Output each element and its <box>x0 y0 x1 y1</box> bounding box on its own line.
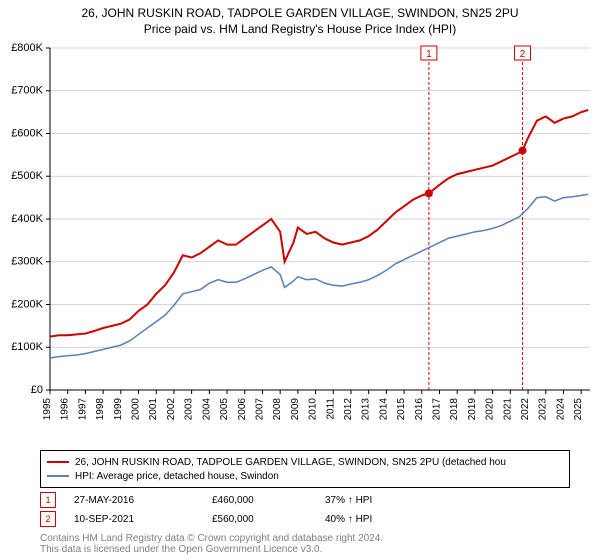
svg-text:2015: 2015 <box>396 398 407 421</box>
svg-text:2012: 2012 <box>343 398 354 421</box>
note-row: 2 10-SEP-2021 £560,000 40% ↑ HPI <box>40 511 570 527</box>
page-title-line2: Price paid vs. HM Land Registry's House … <box>0 20 600 40</box>
svg-text:2002: 2002 <box>166 398 177 421</box>
legend-swatch <box>47 475 69 477</box>
svg-text:2024: 2024 <box>555 398 566 421</box>
svg-text:£600K: £600K <box>11 127 43 139</box>
svg-text:£800K: £800K <box>11 42 43 54</box>
svg-text:2019: 2019 <box>467 398 478 421</box>
note-date: 10-SEP-2021 <box>74 514 194 525</box>
svg-text:1997: 1997 <box>77 398 88 421</box>
svg-text:2013: 2013 <box>361 398 372 421</box>
svg-text:2014: 2014 <box>378 398 389 421</box>
legend-item: HPI: Average price, detached house, Swin… <box>47 469 563 483</box>
note-badge: 1 <box>40 492 56 508</box>
footer-line1: Contains HM Land Registry data © Crown c… <box>40 533 570 544</box>
svg-text:£500K: £500K <box>11 170 43 182</box>
svg-text:£0: £0 <box>31 384 43 396</box>
svg-text:1: 1 <box>426 49 432 60</box>
note-price: £560,000 <box>212 514 307 525</box>
svg-text:2017: 2017 <box>432 398 443 421</box>
svg-text:2004: 2004 <box>201 398 212 421</box>
note-hpi-delta: 37% ↑ HPI <box>325 495 372 506</box>
legend-label: HPI: Average price, detached house, Swin… <box>75 471 279 482</box>
svg-text:2025: 2025 <box>573 398 584 421</box>
svg-text:2006: 2006 <box>237 398 248 421</box>
footer-line2: This data is licensed under the Open Gov… <box>40 544 570 555</box>
transaction-notes: 1 27-MAY-2016 £460,000 37% ↑ HPI 2 10-SEP-202… <box>40 492 570 527</box>
legend-item: 26, JOHN RUSKIN ROAD, TADPOLE GARDEN VIL… <box>47 455 563 469</box>
svg-text:2005: 2005 <box>219 398 230 421</box>
svg-text:£700K: £700K <box>11 85 43 97</box>
svg-text:1998: 1998 <box>95 398 106 421</box>
svg-text:£200K: £200K <box>11 298 43 310</box>
svg-text:2021: 2021 <box>502 398 513 421</box>
page-title-line1: 26, JOHN RUSKIN ROAD, TADPOLE GARDEN VIL… <box>0 0 600 20</box>
svg-text:2010: 2010 <box>308 398 319 421</box>
svg-text:£400K: £400K <box>11 213 43 225</box>
svg-text:1995: 1995 <box>42 398 53 421</box>
footer: Contains HM Land Registry data © Crown c… <box>40 533 570 555</box>
svg-text:2022: 2022 <box>520 398 531 421</box>
svg-text:£300K: £300K <box>11 256 43 268</box>
legend-swatch <box>47 461 69 463</box>
note-badge: 2 <box>40 511 56 527</box>
svg-text:1996: 1996 <box>60 398 71 421</box>
svg-text:2000: 2000 <box>131 398 142 421</box>
svg-text:2016: 2016 <box>414 398 425 421</box>
svg-text:2: 2 <box>520 49 526 60</box>
price-chart: £0 £100K £200K £300K £400K £500K £600K £700K £80… <box>0 40 600 450</box>
svg-text:2011: 2011 <box>325 398 336 420</box>
svg-text:2023: 2023 <box>538 398 549 421</box>
svg-text:2020: 2020 <box>485 398 496 421</box>
svg-text:2009: 2009 <box>290 398 301 421</box>
svg-text:2003: 2003 <box>184 398 195 421</box>
note-date: 27-MAY-2016 <box>74 495 194 506</box>
svg-text:£100K: £100K <box>11 341 43 353</box>
legend: 26, JOHN RUSKIN ROAD, TADPOLE GARDEN VIL… <box>40 450 570 488</box>
chart-svg: £0 £100K £200K £300K £400K £500K £600K £700K £80… <box>0 40 600 450</box>
svg-text:2007: 2007 <box>254 398 265 421</box>
legend-label: 26, JOHN RUSKIN ROAD, TADPOLE GARDEN VIL… <box>75 457 506 468</box>
note-hpi-delta: 40% ↑ HPI <box>325 514 372 525</box>
svg-text:1999: 1999 <box>113 398 124 421</box>
svg-text:2018: 2018 <box>449 398 460 421</box>
svg-text:2001: 2001 <box>148 398 159 421</box>
svg-text:2008: 2008 <box>272 398 283 421</box>
note-price: £460,000 <box>212 495 307 506</box>
note-row: 1 27-MAY-2016 £460,000 37% ↑ HPI <box>40 492 570 508</box>
